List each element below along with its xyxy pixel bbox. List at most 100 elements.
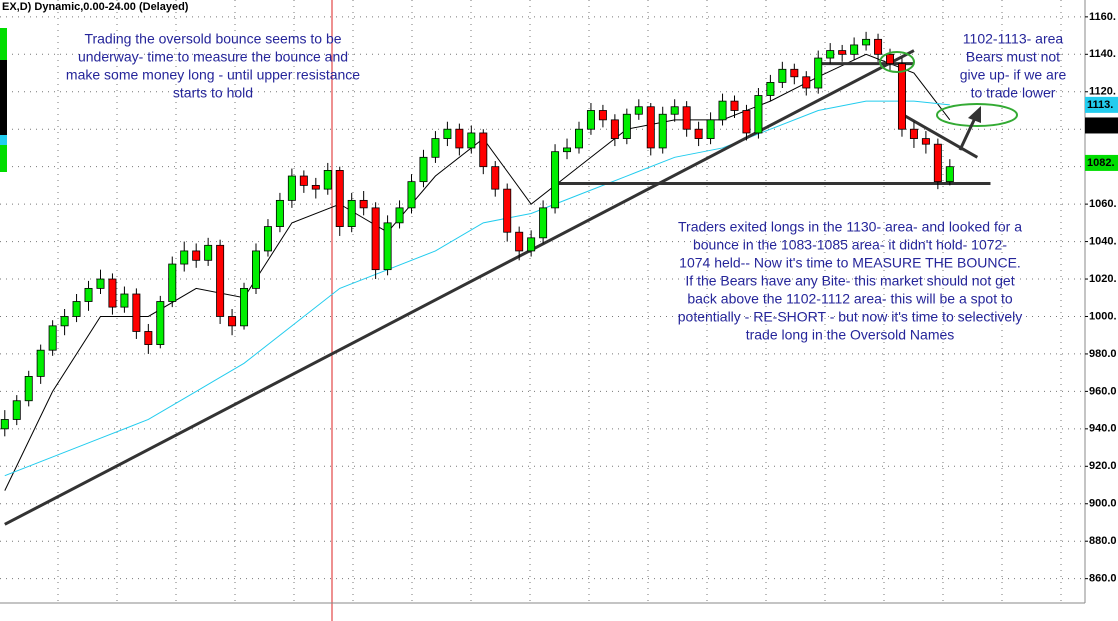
candle-body — [132, 293, 141, 332]
candle-body — [539, 207, 548, 239]
candle-body — [527, 237, 536, 252]
candle-body — [263, 226, 272, 252]
candle-body — [252, 250, 260, 289]
candle-body — [551, 151, 560, 209]
candle-body — [395, 207, 404, 224]
candle-body — [467, 132, 476, 149]
candle-body — [240, 287, 249, 327]
y-tick-label: 1120. — [1089, 86, 1116, 98]
candle-body — [431, 138, 440, 158]
y-tick-label: 920.0 — [1089, 460, 1117, 472]
candle-body — [694, 128, 703, 139]
candle-body — [754, 95, 763, 134]
candle-body — [204, 244, 213, 261]
y-tick-label: 860.0 — [1089, 573, 1117, 585]
candle-body — [311, 184, 320, 190]
y-tick-label: 960.0 — [1089, 385, 1117, 397]
candle-body — [359, 199, 368, 209]
candle-body — [335, 170, 344, 227]
annotation: back above the 1102-1112 area- this will… — [687, 291, 1013, 307]
candle-body — [491, 166, 500, 190]
y-tick-label: 1020. — [1089, 273, 1117, 285]
annotation: underway- time to measure the bounce and — [78, 49, 348, 65]
y-tick-label: 1140. — [1089, 48, 1116, 60]
side-widget — [0, 60, 7, 135]
candle-body — [826, 50, 835, 59]
side-widget — [0, 28, 7, 60]
candle-body — [299, 175, 308, 186]
annotation: 1074 held-- Now it's time to MEASURE THE… — [679, 255, 1021, 271]
annotation: Traders exited longs in the 1130- area- … — [678, 219, 1022, 235]
price-marker-label: 1082. — [1087, 157, 1115, 169]
candle-body — [144, 331, 153, 345]
side-widget — [0, 135, 7, 145]
y-tick-label: 880.0 — [1089, 535, 1117, 547]
highlight-ellipse — [936, 103, 1018, 127]
candle-body — [586, 110, 595, 130]
price-marker — [1085, 96, 1118, 113]
candle-body — [682, 106, 691, 130]
price-marker-label: 1102. — [1087, 119, 1114, 131]
y-tick-label: 1060. — [1089, 198, 1117, 210]
candle-body — [610, 119, 619, 139]
candle-body — [886, 53, 894, 65]
annotation: Trading the oversold bounce seems to be — [84, 31, 341, 47]
grid — [0, 0, 1085, 603]
candle-body — [598, 110, 607, 121]
y-tick-label: 940.0 — [1089, 423, 1117, 435]
price-marker — [1085, 117, 1118, 134]
candle-body — [72, 301, 81, 317]
candle-body — [419, 156, 428, 183]
candle-body — [443, 128, 452, 139]
candle-body — [622, 113, 631, 139]
candle-body — [921, 138, 930, 145]
candle-body — [634, 106, 643, 115]
candle-body — [814, 57, 823, 89]
candle-body — [563, 147, 572, 153]
candle-body — [909, 128, 918, 139]
side-widget — [0, 145, 7, 172]
annotation: starts to hold — [173, 85, 253, 101]
candle-body — [371, 207, 380, 271]
candle-body — [658, 113, 667, 149]
y-tick-label: 980.0 — [1089, 348, 1117, 360]
candle-body — [84, 287, 93, 302]
annotation: give up- if we are — [960, 67, 1067, 83]
candle-body — [168, 263, 177, 302]
candle-body — [718, 100, 727, 121]
candle-body — [778, 68, 787, 83]
candle-body — [742, 110, 751, 134]
annotation: If the Bears have any Bite- this market … — [685, 273, 1014, 289]
candle-body — [670, 106, 679, 115]
candle-body — [945, 166, 954, 183]
annotation: bounce in the 1083-1085 area- it didn't … — [693, 237, 1007, 253]
candle-body — [347, 199, 356, 227]
annotation: make some money long - until upper resis… — [66, 67, 360, 83]
candle-body — [96, 278, 105, 289]
candle-body — [933, 143, 942, 183]
plot-area — [0, 31, 991, 526]
candle-body — [407, 181, 416, 209]
candle-body — [12, 400, 21, 420]
candle-body — [36, 349, 45, 377]
candle-body — [515, 231, 524, 252]
candle-body — [874, 38, 883, 55]
candle-body — [574, 128, 583, 149]
y-tick-label: 1040. — [1089, 235, 1117, 247]
candle-body — [646, 106, 655, 149]
candle-body — [48, 325, 57, 351]
candle-body — [60, 316, 69, 327]
candle-body — [228, 316, 237, 327]
candle-body — [180, 250, 189, 265]
candle-body — [383, 222, 392, 271]
annotation: Bears must not — [966, 49, 1060, 65]
y-tick-label: 1160. — [1089, 11, 1116, 23]
candle-body — [706, 119, 715, 139]
annotation: to trade lower — [971, 85, 1056, 101]
candle-body — [120, 293, 129, 308]
price-marker-label: 1113. — [1087, 99, 1113, 111]
candle-body — [455, 128, 464, 149]
